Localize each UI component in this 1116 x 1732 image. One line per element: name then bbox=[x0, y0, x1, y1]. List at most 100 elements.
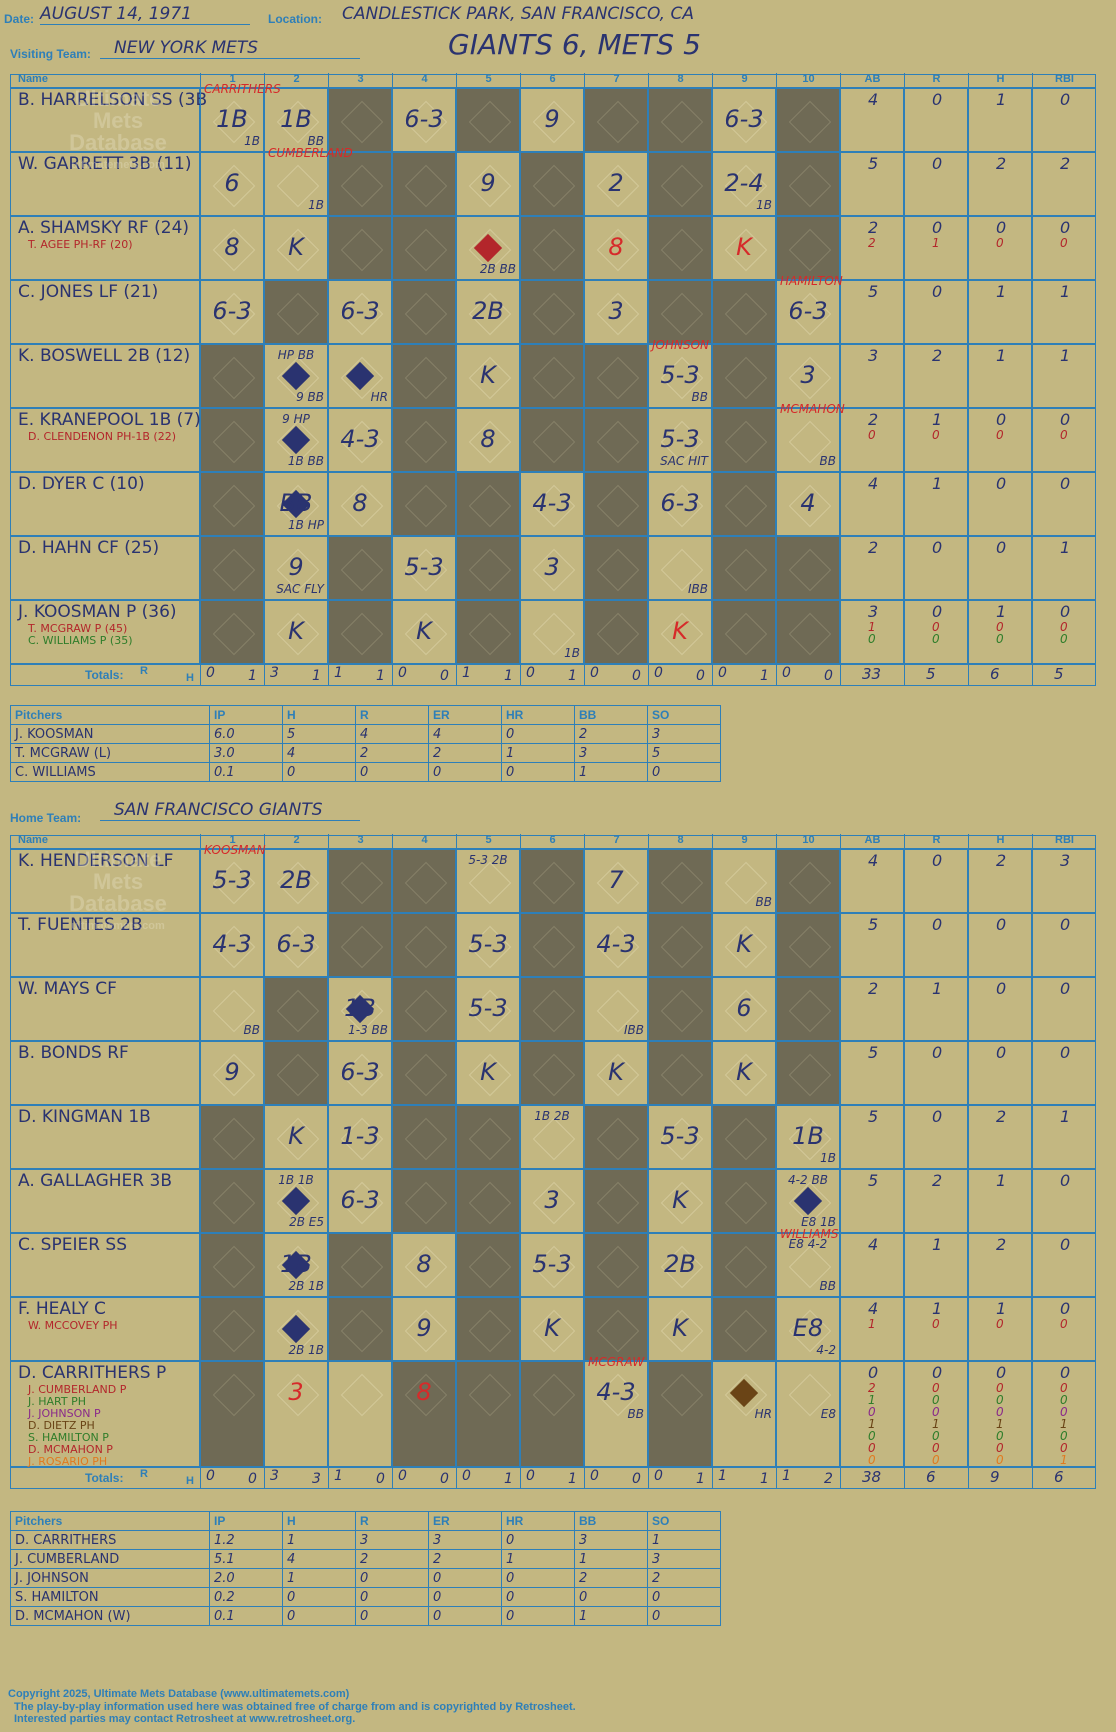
pitcher-col-header: IP bbox=[209, 705, 283, 725]
base-diamond bbox=[212, 1181, 256, 1225]
totals-row bbox=[10, 1467, 1096, 1489]
inning-cell bbox=[392, 1297, 456, 1361]
stat-value: 2 bbox=[996, 154, 1007, 173]
stat-value: 0 bbox=[932, 851, 943, 870]
inning-cell bbox=[712, 280, 776, 344]
stat-cell bbox=[1032, 1041, 1096, 1105]
base-diamond bbox=[212, 1309, 256, 1353]
inning-cell bbox=[584, 216, 648, 280]
base-diamond bbox=[404, 1053, 448, 1097]
base-diamond bbox=[468, 1373, 512, 1417]
play-result: 8 bbox=[480, 425, 496, 453]
stat-cell bbox=[904, 280, 968, 344]
play-result: 6-3 bbox=[212, 297, 252, 325]
stat-value: 0 bbox=[996, 218, 1007, 237]
pitcher-cell: 2 bbox=[428, 1549, 502, 1569]
stat-cell bbox=[968, 280, 1032, 344]
inning-cell bbox=[776, 152, 840, 216]
pitching-change-note: CUMBERLAND bbox=[268, 146, 353, 160]
stat-value: 1 bbox=[1060, 346, 1071, 365]
substitute-name: C. WILLIAMS P (35) bbox=[28, 634, 133, 647]
stat-cell bbox=[968, 1233, 1032, 1297]
stat-value: 1 bbox=[996, 602, 1007, 621]
inning-cell bbox=[200, 600, 264, 664]
pitcher-cell: 2 bbox=[355, 1549, 429, 1569]
batter-name-cell bbox=[10, 1361, 200, 1467]
inning-cell bbox=[392, 216, 456, 280]
base-diamond bbox=[660, 228, 704, 272]
stat-cell bbox=[840, 849, 904, 913]
play-detail: 2B E5 bbox=[289, 1215, 324, 1229]
home-pitchers-table: Pitchers IP H R ER HR BB SO D. CARRITHERS 1.2 1 3 3 0… bbox=[10, 1511, 721, 1626]
pitcher-cell: 1 bbox=[574, 1549, 648, 1569]
total-stat-cell bbox=[1032, 1467, 1096, 1489]
totals-h-label: H bbox=[186, 1475, 194, 1487]
play-detail: 1B bbox=[820, 1151, 836, 1165]
batter-name-cell bbox=[10, 1297, 200, 1361]
pitcher-col-header: ER bbox=[428, 705, 502, 725]
pitcher-cell: 3.0 bbox=[209, 743, 283, 763]
inning-total-cell bbox=[584, 664, 648, 686]
inning-total-cell bbox=[776, 664, 840, 686]
inning-cell bbox=[584, 1169, 648, 1233]
play-result: 6-3 bbox=[660, 489, 700, 517]
base-diamond bbox=[404, 925, 448, 969]
totals-r-label: R bbox=[140, 1468, 148, 1480]
pitcher-cell: 0 bbox=[647, 1587, 721, 1607]
pitcher-col-header: ER bbox=[428, 1511, 502, 1531]
inning-cell bbox=[520, 536, 584, 600]
inning-cell bbox=[392, 913, 456, 977]
batter-name-cell bbox=[10, 977, 200, 1041]
inning-cell bbox=[200, 152, 264, 216]
total-stat-cell bbox=[840, 1467, 904, 1489]
stat-cell bbox=[840, 1041, 904, 1105]
base-diamond bbox=[340, 100, 384, 144]
batter-name: F. HEALY C bbox=[18, 1299, 106, 1319]
base-diamond bbox=[596, 1245, 640, 1289]
batter-name: K. BOSWELL 2B (12) bbox=[18, 346, 191, 366]
stat-value: 0 bbox=[1060, 915, 1071, 934]
total-stat: 5 bbox=[1054, 665, 1064, 683]
inning-cell bbox=[200, 1361, 264, 1467]
watermark-text: Ultimate bbox=[74, 86, 162, 111]
stat-value: 2 bbox=[996, 851, 1007, 870]
inning-total-cell bbox=[520, 664, 584, 686]
play-result: 4-3 bbox=[596, 1378, 636, 1406]
inning-runs: 1 bbox=[782, 1468, 791, 1484]
inning-cell bbox=[328, 1105, 392, 1169]
inning-cell bbox=[648, 344, 712, 408]
substitute-name: D. CLENDENON PH-1B (22) bbox=[28, 430, 176, 443]
stat-value: 2 bbox=[1060, 154, 1071, 173]
name-column-header: Name bbox=[18, 73, 48, 85]
inning-header-7: 7 bbox=[584, 73, 648, 87]
base-diamond bbox=[212, 1373, 256, 1417]
play-detail: BB bbox=[243, 1023, 260, 1037]
stat-value: 1 bbox=[996, 346, 1007, 365]
stat-cell bbox=[904, 408, 968, 472]
pitcher-row: S. HAMILTON 0.2 0 0 0 0 0 0 bbox=[10, 1587, 721, 1607]
play-result: 4-3 bbox=[596, 930, 636, 958]
pitcher-col-header: R bbox=[355, 705, 429, 725]
copyright: Copyright 2025, Ultimate Mets Database (… bbox=[8, 1688, 350, 1700]
base-diamond bbox=[596, 1181, 640, 1225]
inning-cell bbox=[776, 600, 840, 664]
play-result: 1B bbox=[216, 105, 248, 133]
base-diamond bbox=[404, 356, 448, 400]
inning-cell bbox=[264, 88, 328, 152]
stat-value: 1 bbox=[996, 282, 1007, 301]
stat-value: 0 bbox=[996, 1405, 1004, 1419]
stat-value: 1 bbox=[932, 1299, 943, 1318]
stat-value: 2 bbox=[996, 1235, 1007, 1254]
inning-hits: 1 bbox=[760, 668, 769, 684]
inning-cell bbox=[584, 1361, 648, 1467]
play-result: K bbox=[416, 617, 432, 645]
stat-cell bbox=[968, 849, 1032, 913]
base-diamond bbox=[788, 925, 832, 969]
inning-cell bbox=[648, 472, 712, 536]
base-diamond bbox=[340, 612, 384, 656]
play-detail: E8 bbox=[820, 1407, 836, 1421]
inning-cell bbox=[264, 1105, 328, 1169]
pitcher-cell: 0 bbox=[282, 1587, 356, 1607]
inning-cell bbox=[328, 344, 392, 408]
inning-cell bbox=[328, 977, 392, 1041]
